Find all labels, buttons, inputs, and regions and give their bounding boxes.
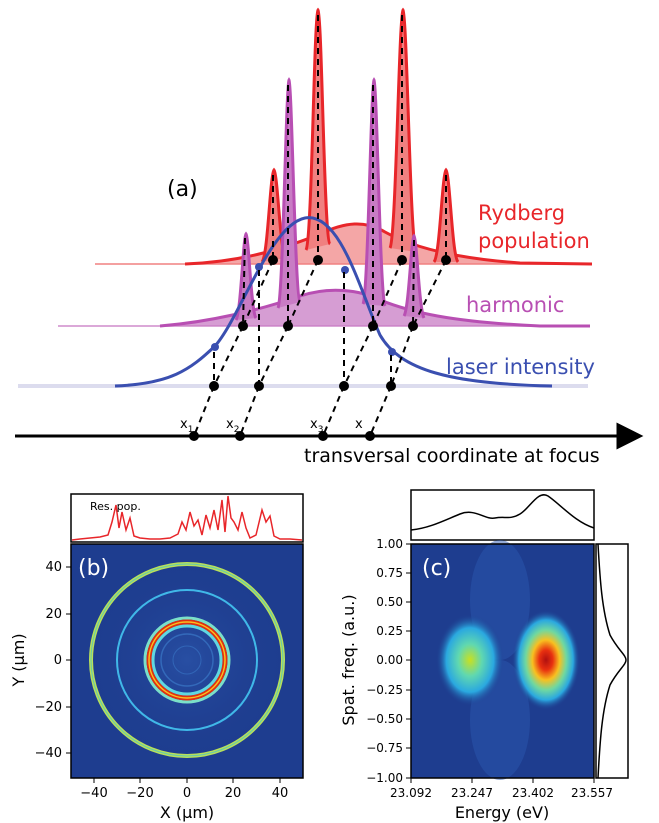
- panel-a: x1 x2 x3 x (a) Rydberg population harmon…: [15, 7, 644, 467]
- b-xlabel: X (μm): [160, 803, 214, 822]
- b-xtick-1: −40: [80, 786, 107, 801]
- laser-curve: [114, 216, 553, 388]
- c-ytick-7: −0.50: [366, 712, 403, 726]
- panel-a-label: (a): [167, 177, 198, 202]
- c-ytick-2: 0.75: [376, 566, 403, 580]
- c-xtick-4: 23.557: [571, 786, 613, 800]
- b-ytick-3: 0: [54, 653, 62, 668]
- c-ytick-9: −1.00: [366, 771, 403, 785]
- ring-inner-teal: [143, 616, 231, 704]
- rydberg-label-2: population: [478, 229, 590, 253]
- c-xlabel: Energy (eV): [455, 803, 549, 822]
- b-xtick-3: 0: [183, 786, 191, 801]
- laser-label: laser intensity: [446, 355, 595, 379]
- laser-point-1: [211, 343, 219, 351]
- res-pop-profile: [71, 495, 303, 541]
- c-ytick-4: 0.25: [376, 624, 403, 638]
- panel-c: (c) 23.092 23.247 23.402 23.557 1.00 0.7…: [339, 489, 629, 822]
- b-ytick-1: 40: [45, 560, 62, 575]
- b-ytick-5: −40: [35, 746, 62, 761]
- connector-lines: [193, 15, 447, 437]
- panel-c-label: (c): [422, 556, 451, 581]
- x-marker-4: x: [355, 417, 363, 432]
- harmonic-peak-2: [276, 76, 302, 309]
- b-ytick-4: −20: [35, 700, 62, 715]
- c-ytick-1: 1.00: [376, 537, 403, 551]
- panel-b-label: (b): [78, 556, 109, 581]
- axis-label: transversal coordinate at focus: [304, 445, 600, 467]
- c-xtick-1: 23.092: [390, 786, 432, 800]
- x-marker-2: x2: [226, 417, 239, 435]
- rydberg-label-1: Rydberg: [478, 201, 565, 225]
- x-marker-1: x1: [180, 417, 193, 435]
- b-ytick-2: 20: [45, 607, 62, 622]
- c-xtick-3: 23.402: [512, 786, 554, 800]
- c-top-profile-box: [410, 489, 595, 541]
- b-ylabel: Y (μm): [9, 633, 28, 687]
- x-marker-3: x3: [310, 417, 323, 435]
- rydberg-peak-4: [432, 167, 460, 263]
- panel-b: Res. pop. (b) −40 −20 0 20 40 40 20: [9, 493, 304, 822]
- c-xtick-2: 23.247: [451, 786, 493, 800]
- c-ytick-8: −0.75: [366, 741, 403, 755]
- c-side-profile: [597, 543, 627, 779]
- c-ytick-6: −0.25: [366, 683, 403, 697]
- b-xtick-4: 20: [225, 786, 242, 801]
- laser-point-4: [388, 348, 396, 356]
- laser-point-2: [255, 263, 263, 271]
- c-ylabel: Spat. freq. (a.u.): [339, 594, 358, 725]
- ring-inner-cyan: [151, 624, 223, 696]
- c-ytick-3: 0.50: [376, 595, 403, 609]
- res-pop-label: Res. pop.: [90, 500, 141, 513]
- harmonic-peak-3: [361, 76, 387, 307]
- c-ytick-5: 0.00: [376, 653, 403, 667]
- harmonic-label: harmonic: [466, 293, 564, 317]
- b-xtick-5: 40: [272, 786, 289, 801]
- harmonic-peak-1: [234, 231, 258, 321]
- ring-middle: [116, 589, 258, 731]
- c-top-profile: [410, 494, 595, 531]
- b-xtick-2: −20: [126, 786, 153, 801]
